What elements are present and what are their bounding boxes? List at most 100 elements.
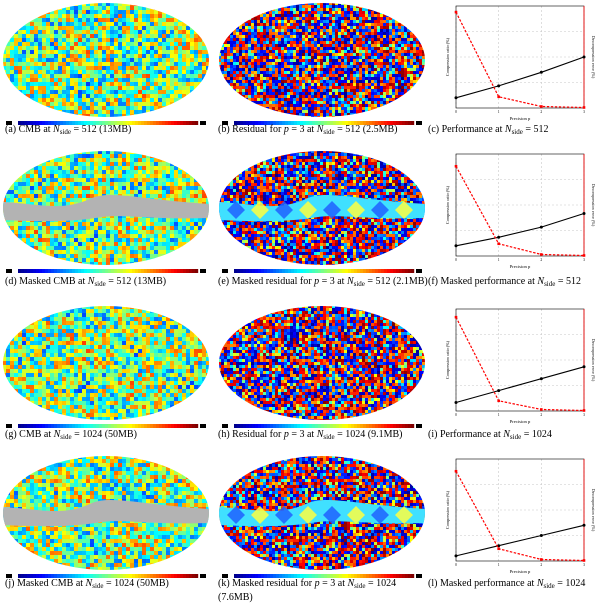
caption-symbol: N — [537, 276, 545, 287]
x-tick-label: 2 — [540, 110, 542, 114]
x-tick-label: 2 — [540, 413, 542, 417]
caption-text: = 1024 (50MB) — [71, 429, 137, 440]
x-tick-label: 3 — [583, 258, 585, 262]
data-point — [497, 389, 501, 393]
performance-chart-3: Compression ratio (%) Decompression error… — [445, 458, 596, 574]
caption-text: = 512 (13MB) — [105, 276, 167, 287]
x-axis-label: Precision p — [510, 569, 531, 574]
y2-axis-label: Decompression error (%) — [591, 184, 596, 227]
data-point — [497, 95, 500, 99]
caption-subscript: side — [94, 280, 106, 288]
data-point — [540, 558, 543, 561]
sky-map-pixels — [3, 3, 209, 117]
x-tick-label: 0 — [455, 110, 457, 114]
data-point — [540, 408, 543, 411]
sky-map-pixels — [3, 306, 209, 420]
data-point — [582, 55, 586, 59]
series-line-compression-ratio — [455, 524, 585, 557]
y2-axis-label: Decompression error (%) — [591, 489, 596, 532]
x-tick-label: 2 — [540, 258, 542, 262]
data-point — [582, 212, 586, 215]
series-line-compression-ratio — [455, 56, 585, 99]
sky-map-k — [219, 456, 425, 578]
x-tick-label: 1 — [498, 563, 500, 567]
data-point — [497, 242, 500, 246]
x-axis-label: Precision p — [510, 419, 531, 424]
caption-symbol: p — [283, 429, 289, 440]
colorbar — [222, 121, 422, 125]
caption-symbol: N — [53, 124, 60, 135]
series-line-decompression-error — [455, 165, 585, 257]
sky-map-d — [3, 151, 209, 273]
caption-j: (j) Masked CMB at Nside = 1024 (50MB) — [5, 578, 215, 592]
data-point — [497, 84, 501, 88]
caption-symbol: N — [536, 578, 544, 589]
caption-text: = 512 — [522, 124, 549, 135]
caption-f: (f) Masked performance at Nside = 512 — [428, 276, 600, 290]
caption-subscript: side — [511, 128, 523, 136]
caption-symbol: p — [314, 276, 320, 287]
x-tick-label: 3 — [583, 110, 585, 114]
colorbar — [6, 424, 206, 428]
data-point — [454, 401, 458, 404]
x-tick-label: 3 — [583, 563, 585, 567]
sky-map-h — [219, 306, 425, 428]
caption-c: (c) Performance at Nside = 512 — [428, 124, 600, 138]
data-point — [454, 315, 458, 319]
data-point — [454, 554, 458, 558]
performance-chart-2: Compression ratio (%) Decompression error… — [445, 308, 596, 424]
caption-text: = 512 (2.1MB) — [364, 276, 428, 287]
caption-text: (j) Masked CMB at — [5, 578, 86, 589]
data-point — [582, 254, 586, 257]
caption-subscript: side — [353, 280, 365, 288]
caption-b: (b) Residual for p = 3 at Nside = 512 (2… — [218, 124, 433, 138]
caption-text: (d) Masked CMB at — [5, 276, 88, 287]
caption-text: = 512 (13MB) — [71, 124, 132, 135]
caption-subscript: side — [92, 582, 104, 590]
sky-map-pixels — [3, 151, 209, 265]
sky-map-e — [219, 151, 425, 273]
y-axis-label: Compression ratio (%) — [445, 490, 450, 529]
sky-map-pixels — [219, 3, 425, 117]
caption-k: (k) Masked residual for p = 3 at Nside =… — [218, 578, 433, 604]
data-point — [582, 409, 586, 412]
caption-text: = 1024 — [521, 429, 552, 440]
colorbar — [6, 574, 206, 578]
data-point — [539, 70, 543, 74]
y2-axis-label: Decompression error (%) — [591, 339, 596, 382]
colorbar — [6, 121, 206, 125]
galactic-mask — [219, 195, 425, 222]
x-tick-label: 1 — [498, 413, 500, 417]
performance-chart-0: Compression ratio (%) Decompression error… — [445, 5, 596, 121]
caption-text: (f) Masked performance at — [428, 276, 538, 287]
colorbar — [222, 269, 422, 273]
galactic-mask — [3, 500, 209, 527]
x-axis-label: Precision p — [510, 116, 531, 121]
caption-text: = 3 at — [319, 578, 348, 589]
y-axis-label: Compression ratio (%) — [445, 185, 450, 224]
data-point — [582, 106, 586, 109]
caption-symbol: p — [314, 578, 320, 589]
caption-symbol: N — [503, 429, 510, 440]
caption-symbol: N — [504, 124, 512, 135]
caption-text: (e) Masked residual for — [218, 276, 315, 287]
sky-map-b — [219, 3, 425, 125]
caption-symbol: N — [347, 578, 355, 589]
caption-text: = 512 — [555, 276, 581, 287]
caption-text: (k) Masked residual for — [218, 578, 315, 589]
caption-subscript: side — [323, 128, 335, 136]
colorbar — [6, 269, 206, 273]
galactic-mask — [219, 500, 425, 527]
caption-h: (h) Residual for p = 3 at Nside = 1024 (… — [218, 429, 433, 443]
x-tick-label: 0 — [455, 413, 457, 417]
x-tick-label: 2 — [540, 563, 542, 567]
series-line-compression-ratio — [455, 366, 585, 404]
caption-subscript: side — [59, 128, 71, 136]
caption-text: = 1024 (50MB) — [103, 578, 169, 589]
caption-a: (a) CMB at Nside = 512 (13MB) — [5, 124, 215, 138]
series-line-decompression-error — [455, 316, 585, 412]
caption-e: (e) Masked residual for p = 3 at Nside =… — [218, 276, 433, 290]
data-point — [454, 469, 458, 473]
caption-symbol: p — [283, 124, 289, 135]
data-point — [540, 105, 543, 108]
